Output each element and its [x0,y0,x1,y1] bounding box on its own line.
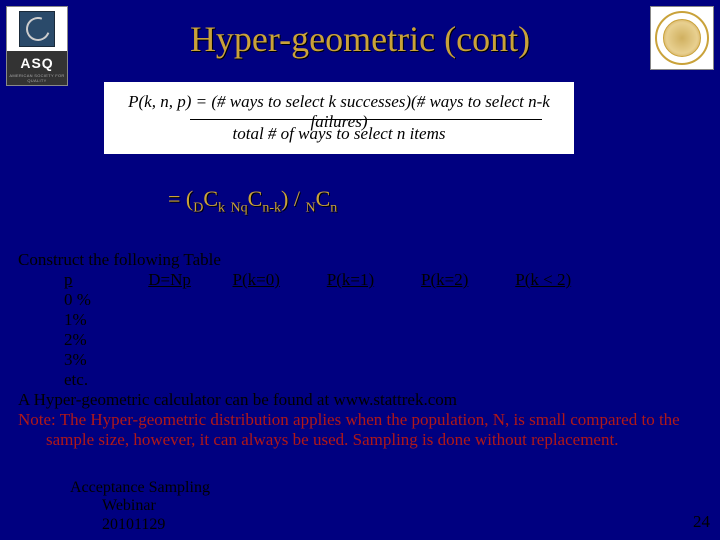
table-row: 3% [64,350,702,370]
table-header-row: p D=Np P(k=0) P(k=1) P(k=2) P(k < 2) [64,270,702,290]
col-p1: P(k=1) [327,270,417,290]
table-row: etc. [64,370,702,390]
formula-den: total # of ways to select n items [114,124,564,144]
table-row: 1% [64,310,702,330]
footer: Acceptance Sampling Webinar 20101129 [70,479,210,534]
footer-l1: Acceptance Sampling [70,479,210,497]
footer-l2: Webinar [102,497,210,515]
col-plt2: P(k < 2) [515,270,605,290]
calculator-line: A Hyper-geometric calculator can be foun… [18,390,702,410]
footer-l3: 20101129 [102,516,210,534]
eq-mid: ) / [281,186,305,211]
fraction-line [190,119,542,120]
col-p2: P(k=2) [421,270,511,290]
eq-N: N [305,200,315,215]
formula-fraction: P(k, n, p) = (# ways to select k success… [104,82,574,154]
table-intro: Construct the following Table [18,250,702,270]
eq-C3: C [316,186,331,211]
eq-nk: n-k [262,200,281,215]
eq-n: n [330,200,337,215]
eq-D: D [193,200,203,215]
table-row: 0 % [64,290,702,310]
eq-k: k [218,200,225,215]
eq-C2: C [248,186,263,211]
col-d: D=Np [148,270,228,290]
col-p: p [64,270,144,290]
body-text: Construct the following Table p D=Np P(k… [18,250,702,450]
table-rows: 0 % 1% 2% 3% etc. [18,290,702,390]
table-row: 2% [64,330,702,350]
eq-C1: C [203,186,218,211]
equation-line: = (DCk NqCn-k) / NCn [168,186,337,216]
page-number: 24 [693,512,710,532]
note-text: Note: The Hyper-geometric distribution a… [18,410,702,450]
asq-tagline: AMERICAN SOCIETY FOR QUALITY [7,73,67,83]
eq-open: = ( [168,186,193,211]
eq-Nq: Nq [231,200,248,215]
col-p0: P(k=0) [233,270,323,290]
formula-lhs: P(k, n, p) = [128,92,207,111]
slide-title: Hyper-geometric (cont) [0,18,720,60]
